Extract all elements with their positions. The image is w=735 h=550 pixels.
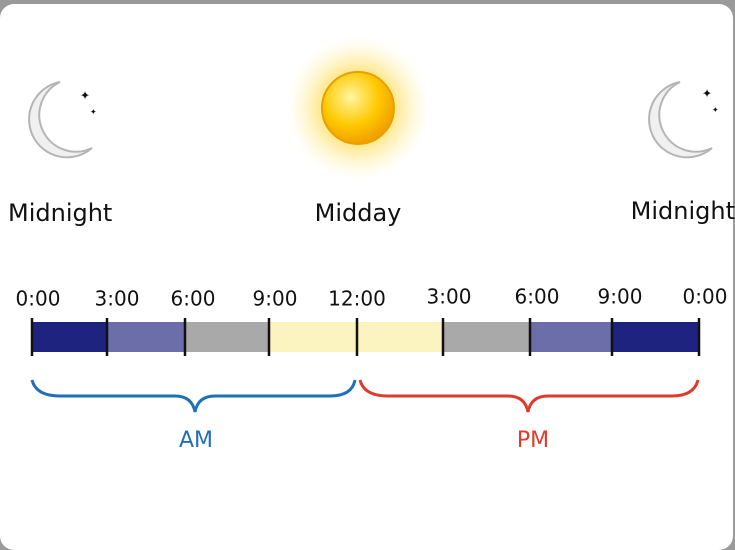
time-label: 3:00: [427, 285, 472, 309]
moon-left: ✦ ✦: [28, 81, 97, 159]
segment: [530, 322, 612, 352]
label-right: Midnight: [631, 197, 735, 225]
time-label: 0:00: [683, 285, 728, 309]
time-label: 6:00: [171, 287, 216, 311]
segment: [107, 322, 185, 352]
time-label: 9:00: [253, 287, 298, 311]
time-label: 3:00: [95, 287, 140, 311]
background: [0, 4, 733, 550]
label-center: Midday: [315, 199, 402, 227]
time-label: 12:00: [328, 287, 386, 311]
segment: [612, 322, 699, 352]
time-label: 0:00: [16, 287, 61, 311]
moon-right: ✦ ✦: [648, 81, 719, 159]
svg-text:✦: ✦: [702, 87, 712, 101]
segment: [32, 322, 107, 352]
time-label: 9:00: [598, 285, 643, 309]
segment: [443, 322, 530, 352]
segment: [269, 322, 357, 352]
label-left: Midnight: [8, 199, 112, 227]
time-bar: [30, 318, 701, 356]
am-label: AM: [179, 428, 213, 453]
segment: [185, 322, 269, 352]
segment: [357, 322, 443, 352]
am-brace: [30, 379, 357, 413]
pm-label: PM: [517, 428, 549, 453]
svg-text:✦: ✦: [90, 108, 97, 117]
svg-text:✦: ✦: [712, 106, 719, 115]
svg-text:✦: ✦: [80, 89, 90, 103]
pm-brace: [358, 379, 700, 413]
sun: [286, 36, 430, 180]
time-label: 6:00: [515, 285, 560, 309]
